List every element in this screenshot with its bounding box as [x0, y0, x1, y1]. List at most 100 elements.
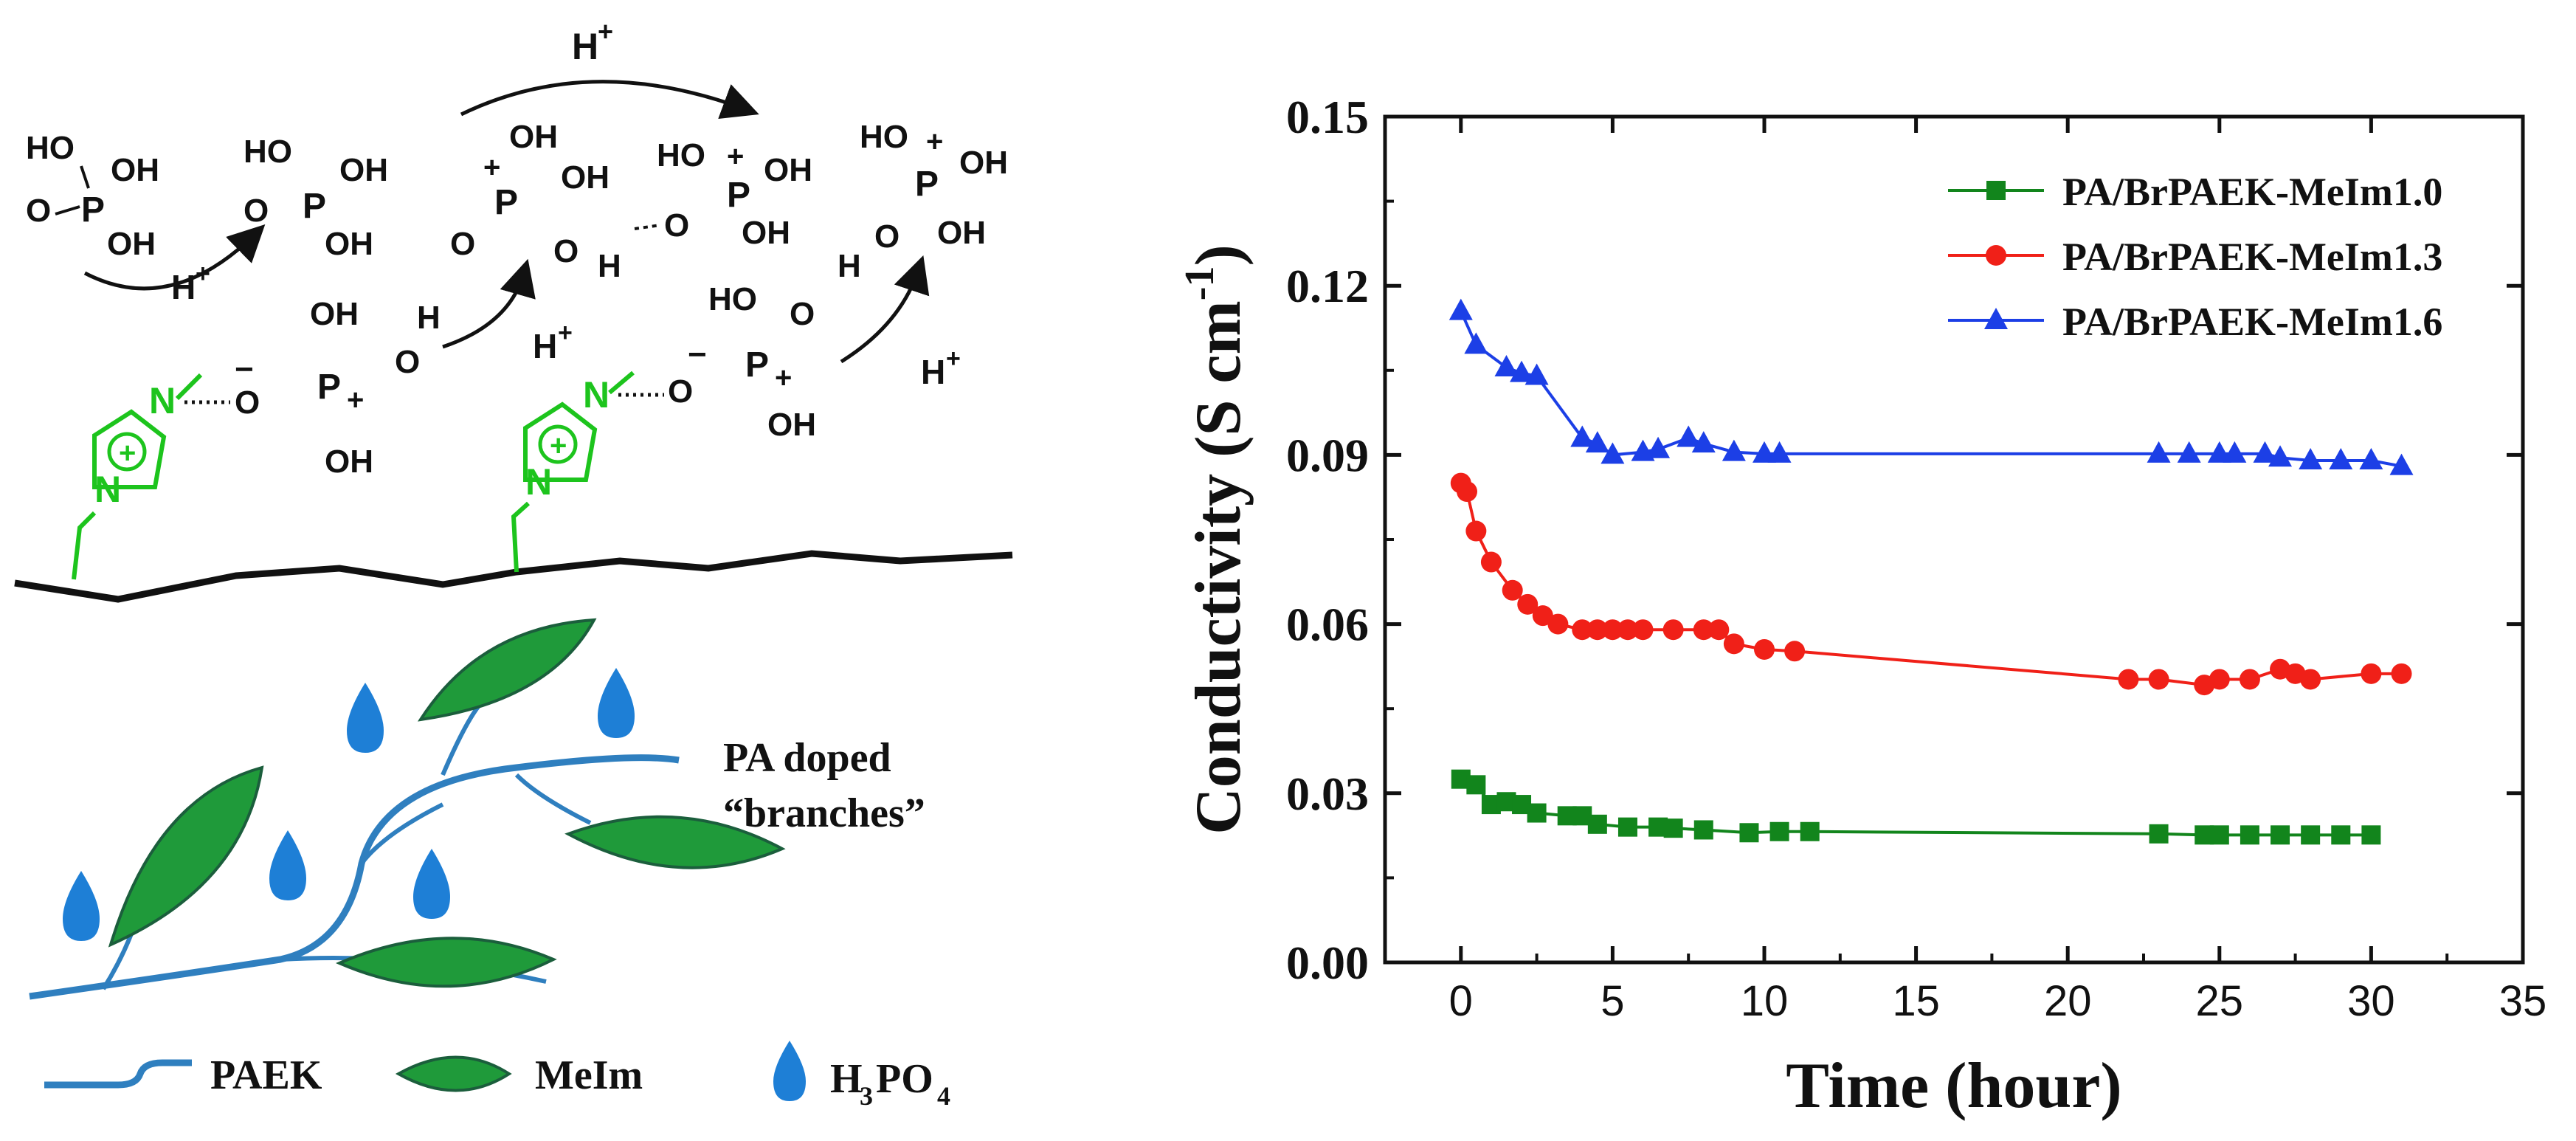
svg-text:OH: OH	[561, 159, 610, 196]
legend-entry-3: PA/BrPAEK-MeIm1.6	[1948, 300, 2442, 344]
x-tick-label: 20	[2044, 977, 2092, 1025]
svg-text:+: +	[946, 345, 961, 373]
data-point	[1784, 641, 1806, 662]
pa-doped-label-line2: “branches”	[723, 790, 925, 836]
data-point	[1480, 551, 1502, 573]
svg-text:O: O	[244, 193, 269, 229]
x-axis-title: Time (hour)	[1786, 1050, 2121, 1122]
leaf-4	[335, 937, 557, 988]
proton-arrow-top	[460, 80, 759, 120]
drop-icon-2	[598, 668, 635, 738]
branches-illustration: PA doped “branches”	[29, 618, 925, 1000]
phosphoric-acid-group-2: HO OH O P OH	[244, 134, 388, 262]
ring-n-label-right-1: N	[583, 374, 610, 416]
svg-text:OH: OH	[959, 145, 1008, 181]
svg-text:O: O	[664, 207, 689, 244]
svg-text:OH: OH	[325, 444, 373, 480]
svg-text:O: O	[26, 193, 51, 229]
x-tick-label: 10	[1741, 977, 1789, 1025]
phosphoric-acid-group-1: HO OH O P OH	[26, 130, 159, 262]
data-point	[1663, 818, 1683, 838]
data-point	[1693, 619, 1714, 641]
leaf-3	[564, 815, 786, 869]
legend-marker	[1986, 181, 2006, 200]
y-tick-label: 0.09	[1286, 429, 1369, 481]
svg-text:OH: OH	[107, 226, 156, 262]
data-point	[1572, 619, 1593, 641]
data-point	[2149, 824, 2169, 844]
series-line	[1460, 482, 2402, 687]
main-branch	[29, 754, 680, 1000]
h-plus-label-middle: H +	[533, 319, 573, 365]
proton-arrow-left	[83, 224, 266, 291]
legend-label: PA/BrPAEK-MeIm1.3	[2062, 235, 2442, 279]
pa-doped-label-line1: PA doped	[723, 735, 891, 781]
legend-label: PA/BrPAEK-MeIm1.6	[2062, 300, 2442, 344]
ring-n-label-left-2: N	[94, 469, 121, 510]
svg-text:+: +	[558, 319, 573, 347]
data-point	[2118, 669, 2139, 690]
data-point	[1524, 363, 1549, 385]
svg-text:OH: OH	[764, 152, 812, 188]
x-tick-label: 25	[2196, 977, 2244, 1025]
svg-text:H: H	[598, 248, 621, 284]
svg-text:+: +	[727, 140, 744, 173]
drop-icon-5	[63, 871, 100, 941]
data-point	[1617, 817, 1637, 837]
data-point	[1693, 820, 1713, 840]
svg-text:4: 4	[937, 1081, 950, 1111]
data-point	[1587, 814, 1607, 834]
polymer-backbone-line	[14, 550, 1013, 603]
svg-text:H: H	[838, 248, 861, 284]
svg-text:OH: OH	[937, 215, 986, 251]
ring-plus-right: +	[550, 430, 567, 462]
data-point	[2148, 669, 2169, 690]
proton-arrow-middle	[442, 258, 536, 349]
data-point	[1677, 425, 1701, 447]
series-2	[1450, 472, 2412, 696]
data-point	[2207, 441, 2231, 463]
data-point	[1691, 431, 1716, 453]
data-point	[2240, 825, 2259, 845]
svg-text:OH: OH	[325, 226, 373, 262]
svg-text:P: P	[727, 176, 750, 215]
x-tick-label: 35	[2499, 977, 2547, 1025]
data-point	[2239, 669, 2260, 690]
svg-text:O: O	[450, 226, 475, 262]
data-point	[1448, 298, 1473, 320]
y-tick-label: 0.00	[1286, 937, 1369, 989]
data-point	[2268, 445, 2293, 467]
scheme-legend: PAEK MeIm H 3 PO 4	[44, 1041, 950, 1111]
data-point	[2329, 448, 2353, 470]
svg-text:OH: OH	[767, 407, 816, 443]
x-tick-label: 15	[1892, 977, 1940, 1025]
data-point	[1466, 775, 1486, 795]
data-point	[1602, 619, 1623, 641]
legend-entry-2: PA/BrPAEK-MeIm1.3	[1948, 235, 2442, 279]
data-point	[1753, 441, 1776, 463]
data-point	[2391, 663, 2412, 684]
x-axis: 0 5 10 15 20 25 30 35	[1384, 117, 2547, 1025]
data-point	[1708, 619, 1730, 641]
leaf-1	[108, 765, 264, 948]
svg-text:OH: OH	[339, 152, 388, 188]
svg-text:−: −	[688, 337, 707, 373]
data-point	[1600, 442, 1625, 464]
data-point	[1723, 633, 1744, 655]
legend-marker	[1984, 308, 2008, 329]
y-axis-title-main: Conductivity (S cm	[1183, 300, 1254, 835]
y-tick-label: 0.06	[1286, 599, 1369, 651]
data-point	[1722, 439, 1746, 461]
svg-text:OH: OH	[742, 215, 790, 251]
svg-text:P: P	[317, 368, 341, 407]
legend-label: PA/BrPAEK-MeIm1.0	[2062, 170, 2442, 214]
y-axis-title: Conductivity (S cm-1)	[1177, 244, 1254, 835]
data-point	[1646, 436, 1671, 458]
phosphoric-acid-group-5: HO + P OH O OH H	[838, 119, 1008, 284]
data-point	[2147, 441, 2171, 463]
phosphoric-acid-group-4: HO + P OH O OH	[634, 137, 812, 251]
svg-text:+: +	[775, 362, 792, 394]
data-point	[1494, 354, 1519, 376]
proton-hopping-scheme: N N + N N + HO OH O P OH HO OH O	[14, 16, 1013, 1111]
data-point	[2389, 453, 2414, 475]
